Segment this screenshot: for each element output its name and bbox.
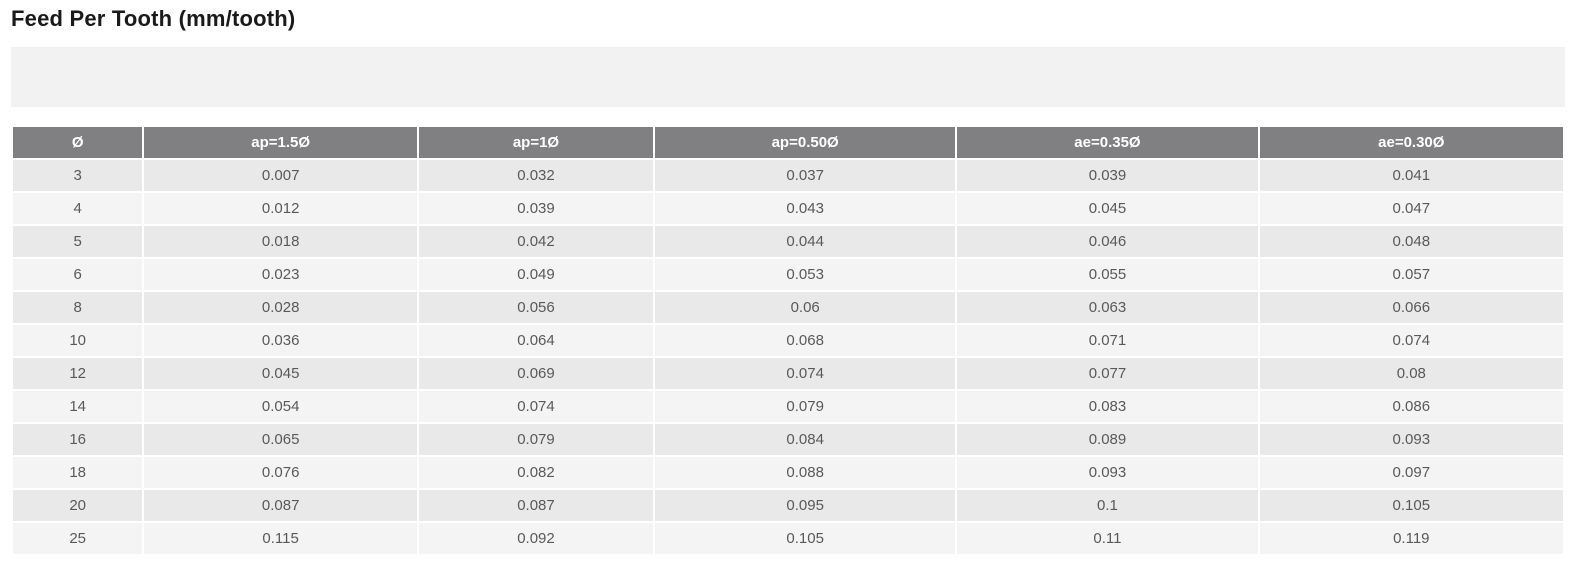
table-body: 3 0.007 0.032 0.037 0.039 0.041 4 0.012 0.039 0.0… xyxy=(13,160,1563,554)
table-cell: 0.045 xyxy=(957,193,1258,224)
table-cell: 0.092 xyxy=(418,523,654,554)
diameter-cell: 5 xyxy=(13,226,143,257)
table-cell: 0.057 xyxy=(1259,259,1563,290)
table-cell: 0.043 xyxy=(655,193,956,224)
table-cell: 0.08 xyxy=(1259,358,1563,389)
table-cell: 0.11 xyxy=(957,523,1258,554)
table-cell: 0.049 xyxy=(418,259,654,290)
table-cell: 0.028 xyxy=(144,292,417,323)
table-cell: 0.119 xyxy=(1259,523,1563,554)
table-cell: 0.068 xyxy=(655,325,956,356)
table-cell: 0.077 xyxy=(957,358,1258,389)
diameter-cell: 10 xyxy=(13,325,143,356)
table-cell: 0.044 xyxy=(655,226,956,257)
column-header: ap=1Ø xyxy=(418,127,654,158)
table-cell: 0.076 xyxy=(144,457,417,488)
table-cell: 0.032 xyxy=(418,160,654,191)
table-row: 25 0.115 0.092 0.105 0.11 0.119 xyxy=(13,523,1563,554)
diameter-cell: 25 xyxy=(13,523,143,554)
table-cell: 0.087 xyxy=(144,490,417,521)
diameter-cell: 6 xyxy=(13,259,143,290)
table-cell: 0.047 xyxy=(1259,193,1563,224)
table-cell: 0.063 xyxy=(957,292,1258,323)
table-cell: 0.065 xyxy=(144,424,417,455)
table-cell: 0.056 xyxy=(418,292,654,323)
table-cell: 0.084 xyxy=(655,424,956,455)
table-row: 14 0.054 0.074 0.079 0.083 0.086 xyxy=(13,391,1563,422)
table-cell: 0.093 xyxy=(1259,424,1563,455)
diameter-cell: 8 xyxy=(13,292,143,323)
table-cell: 0.046 xyxy=(957,226,1258,257)
table-cell: 0.023 xyxy=(144,259,417,290)
diameter-cell: 20 xyxy=(13,490,143,521)
table-cell: 0.079 xyxy=(418,424,654,455)
diameter-cell: 16 xyxy=(13,424,143,455)
table-row: 18 0.076 0.082 0.088 0.093 0.097 xyxy=(13,457,1563,488)
table-row: 8 0.028 0.056 0.06 0.063 0.066 xyxy=(13,292,1563,323)
table-cell: 0.012 xyxy=(144,193,417,224)
table-cell: 0.041 xyxy=(1259,160,1563,191)
table-cell: 0.064 xyxy=(418,325,654,356)
column-header: Ø xyxy=(13,127,143,158)
diameter-cell: 14 xyxy=(13,391,143,422)
table-cell: 0.095 xyxy=(655,490,956,521)
table-cell: 0.093 xyxy=(957,457,1258,488)
table-row: 5 0.018 0.042 0.044 0.046 0.048 xyxy=(13,226,1563,257)
table-cell: 0.039 xyxy=(957,160,1258,191)
table-row: 10 0.036 0.064 0.068 0.071 0.074 xyxy=(13,325,1563,356)
table-cell: 0.105 xyxy=(655,523,956,554)
table-cell: 0.088 xyxy=(655,457,956,488)
table-cell: 0.053 xyxy=(655,259,956,290)
table-cell: 0.069 xyxy=(418,358,654,389)
table-cell: 0.037 xyxy=(655,160,956,191)
table-cell: 0.039 xyxy=(418,193,654,224)
table-cell: 0.115 xyxy=(144,523,417,554)
diameter-cell: 18 xyxy=(13,457,143,488)
table-row: 16 0.065 0.079 0.084 0.089 0.093 xyxy=(13,424,1563,455)
table-cell: 0.087 xyxy=(418,490,654,521)
column-header: ae=0.35Ø xyxy=(957,127,1258,158)
table-row: 12 0.045 0.069 0.074 0.077 0.08 xyxy=(13,358,1563,389)
diameter-cell: 4 xyxy=(13,193,143,224)
column-header: ap=1.5Ø xyxy=(144,127,417,158)
table-cell: 0.036 xyxy=(144,325,417,356)
table-cell: 0.105 xyxy=(1259,490,1563,521)
diameter-cell: 12 xyxy=(13,358,143,389)
table-cell: 0.055 xyxy=(957,259,1258,290)
column-header: ap=0.50Ø xyxy=(655,127,956,158)
table-cell: 0.074 xyxy=(1259,325,1563,356)
table-cell: 0.045 xyxy=(144,358,417,389)
table-cell: 0.086 xyxy=(1259,391,1563,422)
diameter-cell: 3 xyxy=(13,160,143,191)
table-cell: 0.048 xyxy=(1259,226,1563,257)
table-cell: 0.042 xyxy=(418,226,654,257)
table-cell: 0.06 xyxy=(655,292,956,323)
empty-header-band xyxy=(11,47,1565,107)
table-row: 4 0.012 0.039 0.043 0.045 0.047 xyxy=(13,193,1563,224)
table-cell: 0.074 xyxy=(655,358,956,389)
table-cell: 0.018 xyxy=(144,226,417,257)
table-row: 6 0.023 0.049 0.053 0.055 0.057 xyxy=(13,259,1563,290)
table-cell: 0.097 xyxy=(1259,457,1563,488)
column-header: ae=0.30Ø xyxy=(1259,127,1563,158)
table-cell: 0.083 xyxy=(957,391,1258,422)
table-cell: 0.071 xyxy=(957,325,1258,356)
table-cell: 0.066 xyxy=(1259,292,1563,323)
table-cell: 0.007 xyxy=(144,160,417,191)
table-cell: 0.1 xyxy=(957,490,1258,521)
table-cell: 0.054 xyxy=(144,391,417,422)
table-cell: 0.089 xyxy=(957,424,1258,455)
table-row: 20 0.087 0.087 0.095 0.1 0.105 xyxy=(13,490,1563,521)
table-cell: 0.079 xyxy=(655,391,956,422)
table-cell: 0.074 xyxy=(418,391,654,422)
page-title: Feed Per Tooth (mm/tooth) xyxy=(11,6,296,31)
table-cell: 0.082 xyxy=(418,457,654,488)
table-row: 3 0.007 0.032 0.037 0.039 0.041 xyxy=(13,160,1563,191)
